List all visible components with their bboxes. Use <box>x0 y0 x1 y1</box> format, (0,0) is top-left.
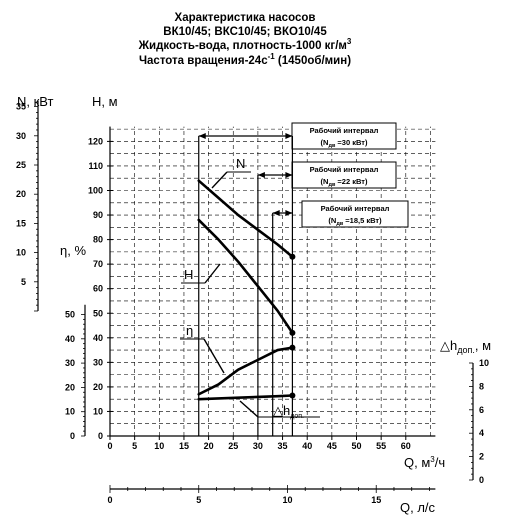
dh-axis: 0 2 4 6 8 10 <box>469 358 489 485</box>
qls-tick-label: 5 <box>196 495 201 505</box>
n-tick-label: 35 <box>16 102 26 112</box>
curve-N-end-point <box>289 253 296 260</box>
interval-arrow-right <box>285 210 293 216</box>
q-tick-label: 30 <box>253 441 263 451</box>
interval-box-30: Рабочий интервал (Nдв =30 кВт) <box>291 122 397 150</box>
h-axis-label: H, м <box>92 94 118 109</box>
q-tick-label: 10 <box>154 441 164 451</box>
n-tick-label: 10 <box>16 248 26 258</box>
n-tick-label: 20 <box>16 189 26 199</box>
n-tick-label: 30 <box>16 131 26 141</box>
curve-label-n: N <box>236 156 245 171</box>
curve-eta <box>197 346 294 396</box>
eta-tick-label: 30 <box>65 358 75 368</box>
n-tick-label: 15 <box>16 218 26 228</box>
eta-tick-label: 40 <box>65 334 75 344</box>
q-tick-label: 0 <box>107 441 112 451</box>
h-axis: 0 10 20 30 40 50 60 70 80 90 100 110 120 <box>88 126 113 441</box>
q-tick-label: 45 <box>327 441 337 451</box>
q-ls-axis: 0 5 10 15 <box>107 485 436 505</box>
eta-tick-label: 20 <box>65 382 75 392</box>
qls-tick-label: 0 <box>107 495 112 505</box>
h-tick-label: 30 <box>93 357 103 367</box>
h-tick-label: 90 <box>93 210 103 220</box>
curves <box>197 179 296 401</box>
h-tick-label: 0 <box>98 431 103 441</box>
interval-box-18-5: Рабочий интервал (Nдв =18,5 кВт) <box>301 200 409 228</box>
eta-tick-label: 10 <box>65 407 75 417</box>
interval-22-sub: (Nдв =22 кВт) <box>321 177 368 188</box>
chart-title: Характеристика насосов ВК10/45; ВКС10/45… <box>138 12 352 67</box>
interval-arrow-left <box>257 172 265 178</box>
dh-tick-label: 6 <box>479 405 484 415</box>
interval-18-5-title: Рабочий интервал <box>321 204 390 213</box>
eta-tick-label: 50 <box>65 310 75 320</box>
dh-tick-label: 4 <box>479 428 484 438</box>
curve-label-eta: η <box>186 323 193 338</box>
h-tick-label: 110 <box>88 161 103 171</box>
h-tick-label: 70 <box>93 259 103 269</box>
interval-18-5-sub: (Nдв =18,5 кВт) <box>328 216 382 227</box>
q-tick-label: 55 <box>376 441 386 451</box>
q-tick-label: 15 <box>179 441 189 451</box>
interval-arrow-left <box>198 133 206 139</box>
h-tick-label: 40 <box>93 333 103 343</box>
curve-N <box>197 179 294 259</box>
eta-tick-label: 0 <box>70 431 75 441</box>
q-tick-label: 35 <box>278 441 288 451</box>
q-tick-label: 50 <box>351 441 361 451</box>
q-tick-label: 5 <box>132 441 137 451</box>
eta-axis: 0 10 20 30 40 50 <box>65 304 86 441</box>
h-tick-label: 50 <box>93 308 103 318</box>
q-m3h-axis: 0 5 10 15 20 25 30 35 40 45 50 55 60 <box>107 435 436 451</box>
dh-axis-label: △hдоп., м <box>440 338 491 355</box>
q-tick-label: 25 <box>228 441 238 451</box>
n-tick-label: 25 <box>16 160 26 170</box>
q-tick-label: 40 <box>302 441 312 451</box>
title-line-2: ВК10/45; ВКС10/45; ВКО10/45 <box>163 26 327 38</box>
h-tick-label: 80 <box>93 235 103 245</box>
qls-tick-label: 15 <box>371 495 381 505</box>
curve-labels: N H η △hдоп. <box>180 156 320 420</box>
h-tick-label: 100 <box>88 186 103 196</box>
n-tick-label: 5 <box>21 277 26 287</box>
interval-arrow-right <box>285 172 293 178</box>
q-m3h-axis-label: Q, м3/ч <box>404 455 445 470</box>
title-line-4: Частота вращения-24с-1 (1450об/мин) <box>139 52 351 67</box>
title-line-1: Характеристика насосов <box>175 12 316 24</box>
curve-H <box>197 218 294 335</box>
dh-tick-label: 8 <box>479 381 484 391</box>
interval-22-title: Рабочий интервал <box>310 165 379 174</box>
dh-tick-label: 0 <box>479 475 484 485</box>
h-tick-label: 10 <box>93 406 103 416</box>
interval-30-sub: (Nдв =30 кВт) <box>321 138 368 149</box>
eta-axis-label: η, % <box>60 243 86 258</box>
dh-tick-label: 10 <box>479 358 489 368</box>
q-ls-axis-label: Q, л/с <box>400 500 436 515</box>
curve-dh <box>197 394 294 401</box>
dh-tick-label: 2 <box>479 452 484 462</box>
qls-tick-label: 10 <box>282 495 292 505</box>
curve-label-dh: △hдоп. <box>273 403 304 420</box>
q-tick-label: 60 <box>401 441 411 451</box>
interval-arrow-right <box>285 133 293 139</box>
curve-label-h: H <box>184 267 193 282</box>
n-axis-label: N, кВт <box>17 94 54 109</box>
h-tick-label: 20 <box>93 382 103 392</box>
curve-H-end-point <box>289 329 296 336</box>
working-intervals: Рабочий интервал (Nдв =30 кВт) Рабочий и… <box>198 122 409 436</box>
curve-dh-end-point <box>289 392 296 399</box>
n-axis: 5 10 15 20 25 30 35 <box>16 100 39 312</box>
h-tick-label: 120 <box>88 136 103 146</box>
h-tick-label: 60 <box>93 284 103 294</box>
interval-30-title: Рабочий интервал <box>310 126 379 135</box>
q-tick-label: 20 <box>204 441 214 451</box>
curve-eta-end-point <box>289 344 296 351</box>
title-line-3: Жидкость-вода, плотность-1000 кг/м3 <box>138 37 352 52</box>
interval-box-22: Рабочий интервал (Nдв =22 кВт) <box>291 161 397 189</box>
interval-arrow-left <box>272 210 280 216</box>
